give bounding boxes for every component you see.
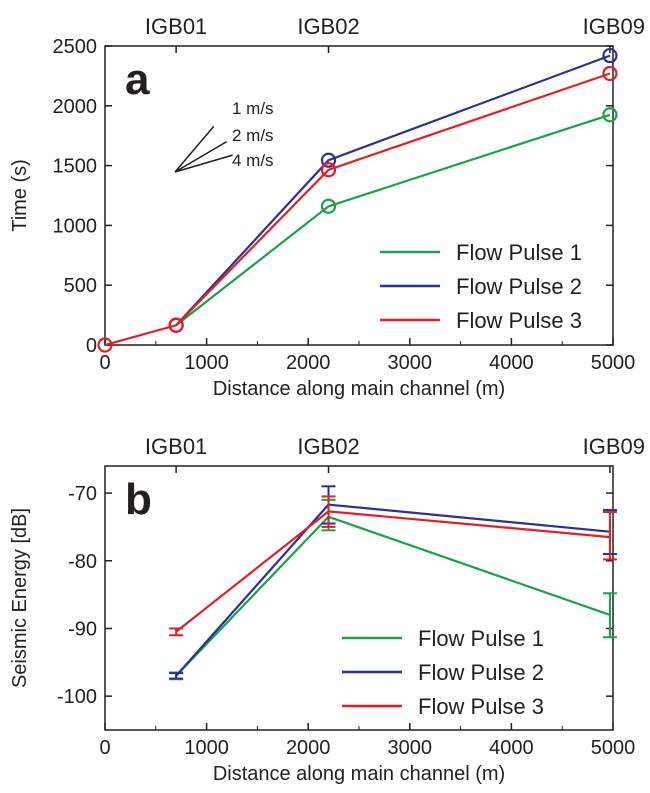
- gauge-label-igb02: IGB02: [297, 14, 359, 39]
- series-line-1: [175, 113, 611, 327]
- x-tick-label: 3000: [388, 352, 433, 374]
- gauge-label-igb01: IGB01: [145, 14, 207, 39]
- x-tick-label: 2000: [286, 737, 331, 759]
- plot-frame: [104, 465, 614, 731]
- legend-label-1: Flow Pulse 1: [456, 240, 582, 265]
- x-tick-label: 5000: [591, 352, 636, 374]
- x-tick-label: 0: [99, 737, 110, 759]
- y-tick-label: -80: [68, 551, 97, 573]
- y-tick-label: -90: [68, 618, 97, 640]
- data-point: [602, 47, 618, 64]
- velocity-guide-label: 4 m/s: [232, 151, 274, 170]
- x-tick-label: 1000: [184, 737, 229, 759]
- x-tick-label: 0: [99, 352, 110, 374]
- legend-label-3: Flow Pulse 3: [456, 308, 582, 333]
- series-line-2: [175, 54, 611, 327]
- data-point: [320, 198, 337, 214]
- y-tick-label: 1000: [53, 215, 98, 237]
- y-tick-label: -70: [68, 483, 97, 505]
- data-point: [97, 337, 113, 353]
- x-tick-label: 5000: [591, 737, 636, 759]
- velocity-guide-line: [174, 140, 228, 173]
- x-tick-label: 4000: [489, 352, 534, 374]
- panel-letter: a: [125, 55, 150, 104]
- panel-letter: b: [125, 475, 152, 524]
- gauge-label-igb01: IGB01: [145, 434, 207, 459]
- data-point: [602, 107, 618, 123]
- x-tick-label: 1000: [184, 352, 229, 374]
- y-tick-label: -100: [57, 686, 97, 708]
- x-axis-label: Distance along main channel (m): [213, 378, 505, 400]
- y-axis-label: Time (s): [9, 159, 31, 232]
- velocity-guide-label: 2 m/s: [232, 126, 274, 145]
- y-tick-label: 500: [64, 275, 97, 297]
- x-tick-label: 2000: [286, 352, 331, 374]
- velocity-guide-line: [174, 125, 215, 173]
- data-point: [602, 65, 618, 82]
- legend-label-1: Flow Pulse 1: [418, 626, 544, 651]
- y-tick-label: 1500: [53, 156, 98, 178]
- data-point: [168, 317, 184, 333]
- velocity-guide-line: [174, 154, 233, 173]
- data-point: [320, 152, 337, 168]
- series-line-1: [175, 515, 611, 677]
- gauge-label-igb02: IGB02: [297, 434, 359, 459]
- series-line-3: [104, 72, 611, 347]
- velocity-guide-label: 1 m/s: [232, 99, 274, 118]
- gauge-label-igb09: IGB09: [583, 434, 645, 459]
- y-tick-label: 2500: [53, 36, 98, 58]
- legend-label-2: Flow Pulse 2: [456, 274, 582, 299]
- gauge-label-igb09: IGB09: [583, 14, 645, 39]
- panel-b-chart: 0 1000 2000 3000 4000 5000 -100 -90 -80 -70 IGB01 I…: [9, 434, 645, 785]
- y-axis-label: Seismic Energy [dB]: [9, 508, 31, 688]
- x-tick-label: 4000: [489, 737, 534, 759]
- x-tick-label: 3000: [388, 737, 433, 759]
- data-point: [320, 162, 337, 178]
- legend-label-2: Flow Pulse 2: [418, 660, 544, 685]
- y-tick-label: 2000: [53, 96, 98, 118]
- legend-label-3: Flow Pulse 3: [418, 694, 544, 719]
- y-tick-label: 0: [86, 335, 97, 357]
- x-axis-label: Distance along main channel (m): [213, 763, 505, 785]
- series-line-3: [175, 510, 611, 633]
- panel-a-chart: 0 1000 2000 3000 4000 5000 0 500 1000 1500 2000 250…: [9, 14, 645, 400]
